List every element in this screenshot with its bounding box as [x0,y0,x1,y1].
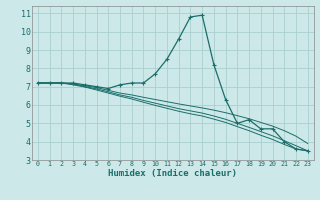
X-axis label: Humidex (Indice chaleur): Humidex (Indice chaleur) [108,169,237,178]
